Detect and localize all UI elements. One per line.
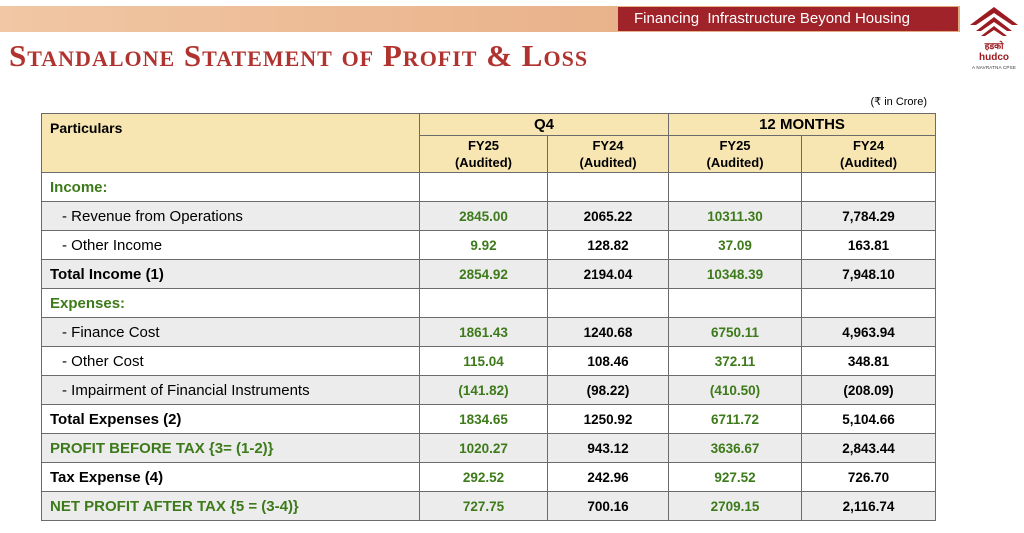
table-row: Expenses: <box>41 288 937 318</box>
row-label: - Revenue from Operations <box>41 201 420 231</box>
group-header-12-months: 12 MONTHS <box>668 113 937 136</box>
particulars-header: Particulars <box>41 113 420 173</box>
row-label: NET PROFIT AFTER TAX {5 = (3-4)} <box>41 491 420 521</box>
tagline: Financing Infrastructure Beyond Housing <box>618 7 958 31</box>
cell-value: 9.92 <box>419 230 548 260</box>
col-header-12m-fy25: FY25 (Audited) <box>668 135 803 173</box>
cell-value <box>419 288 548 318</box>
cell-value: 927.52 <box>668 462 803 492</box>
cell-value: 108.46 <box>546 346 670 376</box>
row-label: Total Income (1) <box>41 259 420 289</box>
table-row: - Revenue from Operations 2845.00 2065.2… <box>41 201 937 231</box>
table-row: NET PROFIT AFTER TAX {5 = (3-4)} 727.75 … <box>41 491 937 521</box>
cell-value <box>801 172 937 202</box>
table-row: - Impairment of Financial Instruments (1… <box>41 375 937 405</box>
cell-value <box>419 172 548 202</box>
cell-value: 2845.00 <box>419 201 548 231</box>
row-label: Expenses: <box>41 288 420 318</box>
logo-subtitle: A NAVRATNA CPSE <box>971 65 1017 70</box>
cell-value: 1240.68 <box>546 317 670 347</box>
hudco-logo: हडको hudco A NAVRATNA CPSE <box>968 5 1020 75</box>
row-label: - Other Cost <box>41 346 420 376</box>
cell-value: (98.22) <box>546 375 670 405</box>
cell-value: 128.82 <box>546 230 670 260</box>
cell-value: 2709.15 <box>668 491 803 521</box>
cell-value <box>668 288 803 318</box>
cell-value: (410.50) <box>668 375 803 405</box>
row-label: Tax Expense (4) <box>41 462 420 492</box>
cell-value <box>801 288 937 318</box>
col-header-12m-fy24: FY24 (Audited) <box>801 135 937 173</box>
cell-value: 1020.27 <box>419 433 548 463</box>
cell-value: 727.75 <box>419 491 548 521</box>
cell-value <box>546 172 670 202</box>
cell-value: 6711.72 <box>668 404 803 434</box>
cell-value <box>668 172 803 202</box>
cell-value: (208.09) <box>801 375 937 405</box>
cell-value: 2,843.44 <box>801 433 937 463</box>
cell-value: 1250.92 <box>546 404 670 434</box>
cell-value: 292.52 <box>419 462 548 492</box>
table-row: Income: <box>41 172 937 202</box>
cell-value <box>546 288 670 318</box>
cell-value: 943.12 <box>546 433 670 463</box>
cell-value: 2,116.74 <box>801 491 937 521</box>
cell-value: 2854.92 <box>419 259 548 289</box>
logo-name: hudco <box>979 52 1009 63</box>
profit-loss-table: Particulars Q4 12 MONTHS FY25 (Audited) F… <box>41 113 937 521</box>
row-label: PROFIT BEFORE TAX {3= (1-2)} <box>41 433 420 463</box>
cell-value: 4,963.94 <box>801 317 937 347</box>
col-header-q4-fy25: FY25 (Audited) <box>419 135 548 173</box>
table-row: Total Expenses (2) 1834.65 1250.92 6711.… <box>41 404 937 434</box>
table-row: PROFIT BEFORE TAX {3= (1-2)} 1020.27 943… <box>41 433 937 463</box>
table-row: Total Income (1) 2854.92 2194.04 10348.3… <box>41 259 937 289</box>
logo-script-text: हडको <box>984 40 1005 52</box>
cell-value: 242.96 <box>546 462 670 492</box>
cell-value: 726.70 <box>801 462 937 492</box>
col-header-q4-fy24: FY24 (Audited) <box>546 135 670 173</box>
cell-value: 700.16 <box>546 491 670 521</box>
cell-value: 2194.04 <box>546 259 670 289</box>
cell-value: 115.04 <box>419 346 548 376</box>
page-title: Standalone Statement of Profit & Loss <box>9 38 589 73</box>
cell-value: 348.81 <box>801 346 937 376</box>
cell-value: (141.82) <box>419 375 548 405</box>
unit-note: (₹ in Crore) <box>870 96 927 108</box>
cell-value: 2065.22 <box>546 201 670 231</box>
cell-value: 6750.11 <box>668 317 803 347</box>
cell-value: 5,104.66 <box>801 404 937 434</box>
row-label: Total Expenses (2) <box>41 404 420 434</box>
cell-value: 7,948.10 <box>801 259 937 289</box>
group-header-q4: Q4 <box>418 113 670 136</box>
row-label: - Finance Cost <box>41 317 420 347</box>
cell-value: 163.81 <box>801 230 937 260</box>
cell-value: 3636.67 <box>668 433 803 463</box>
cell-value: 10311.30 <box>668 201 803 231</box>
row-label: - Other Income <box>41 230 420 260</box>
row-label: Income: <box>41 172 420 202</box>
cell-value: 10348.39 <box>668 259 803 289</box>
table-row: - Other Cost 115.04 108.46 372.11 348.81 <box>41 346 937 376</box>
cell-value: 372.11 <box>668 346 803 376</box>
cell-value: 1834.65 <box>419 404 548 434</box>
table-row: Tax Expense (4) 292.52 242.96 927.52 726… <box>41 462 937 492</box>
house-logo-icon: हडको <box>970 7 1018 52</box>
table-row: - Other Income 9.92 128.82 37.09 163.81 <box>41 230 937 260</box>
cell-value: 37.09 <box>668 230 803 260</box>
cell-value: 7,784.29 <box>801 201 937 231</box>
cell-value: 1861.43 <box>419 317 548 347</box>
table-row: - Finance Cost 1861.43 1240.68 6750.11 4… <box>41 317 937 347</box>
row-label: - Impairment of Financial Instruments <box>41 375 420 405</box>
